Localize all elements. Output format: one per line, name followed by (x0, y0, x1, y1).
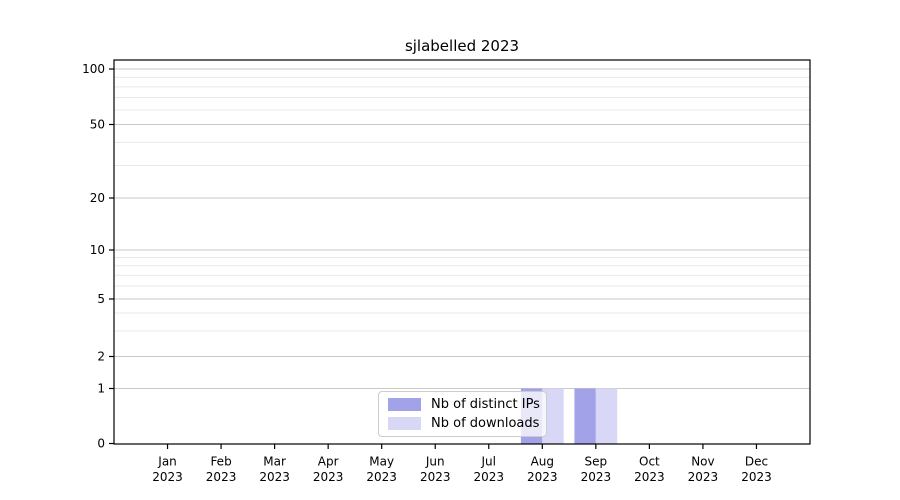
plot-frame (113, 59, 811, 445)
x-tick-label: Jan 2023 (152, 455, 183, 485)
x-tick-label: Mar 2023 (259, 455, 290, 485)
legend-swatch-downloads (388, 416, 421, 430)
y-tick-label: 100 (82, 62, 105, 76)
y-tick-label: 10 (90, 243, 105, 257)
bar-downloads (595, 388, 618, 444)
chart-title: sjlabelled 2023 (404, 37, 520, 55)
legend-item-downloads: Nb of downloads (388, 415, 540, 432)
x-tick-label: May 2023 (366, 455, 397, 485)
x-tick-label: Jun 2023 (420, 455, 451, 485)
x-tick-label: Sep 2023 (581, 455, 612, 485)
chart-legend: Nb of distinct IPs Nb of downloads (378, 391, 547, 437)
legend-item-distinct-ips: Nb of distinct IPs (388, 396, 540, 413)
y-tick-label: 50 (90, 118, 105, 132)
plot-background (114, 60, 810, 444)
y-tick-label: 1 (97, 382, 105, 396)
legend-label-downloads: Nb of downloads (431, 415, 540, 431)
bar-downloads (542, 388, 564, 444)
y-tick-label: 5 (97, 292, 105, 306)
bar-distinct-ips (574, 388, 596, 444)
legend-label-distinct-ips: Nb of distinct IPs (431, 397, 540, 413)
x-tick-label: Nov 2023 (688, 455, 719, 485)
x-tick-label: Feb 2023 (206, 455, 237, 485)
x-tick-label: Dec 2023 (741, 455, 772, 485)
y-tick-label: 0 (97, 437, 105, 451)
legend-swatch-distinct-ips (388, 398, 421, 412)
x-tick-label: Oct 2023 (634, 455, 665, 485)
x-tick-label: Aug 2023 (527, 455, 558, 485)
x-tick-label: Apr 2023 (313, 455, 344, 485)
y-tick-label: 2 (97, 350, 105, 364)
x-tick-label: Jul 2023 (473, 455, 504, 485)
y-tick-label: 20 (90, 191, 105, 205)
